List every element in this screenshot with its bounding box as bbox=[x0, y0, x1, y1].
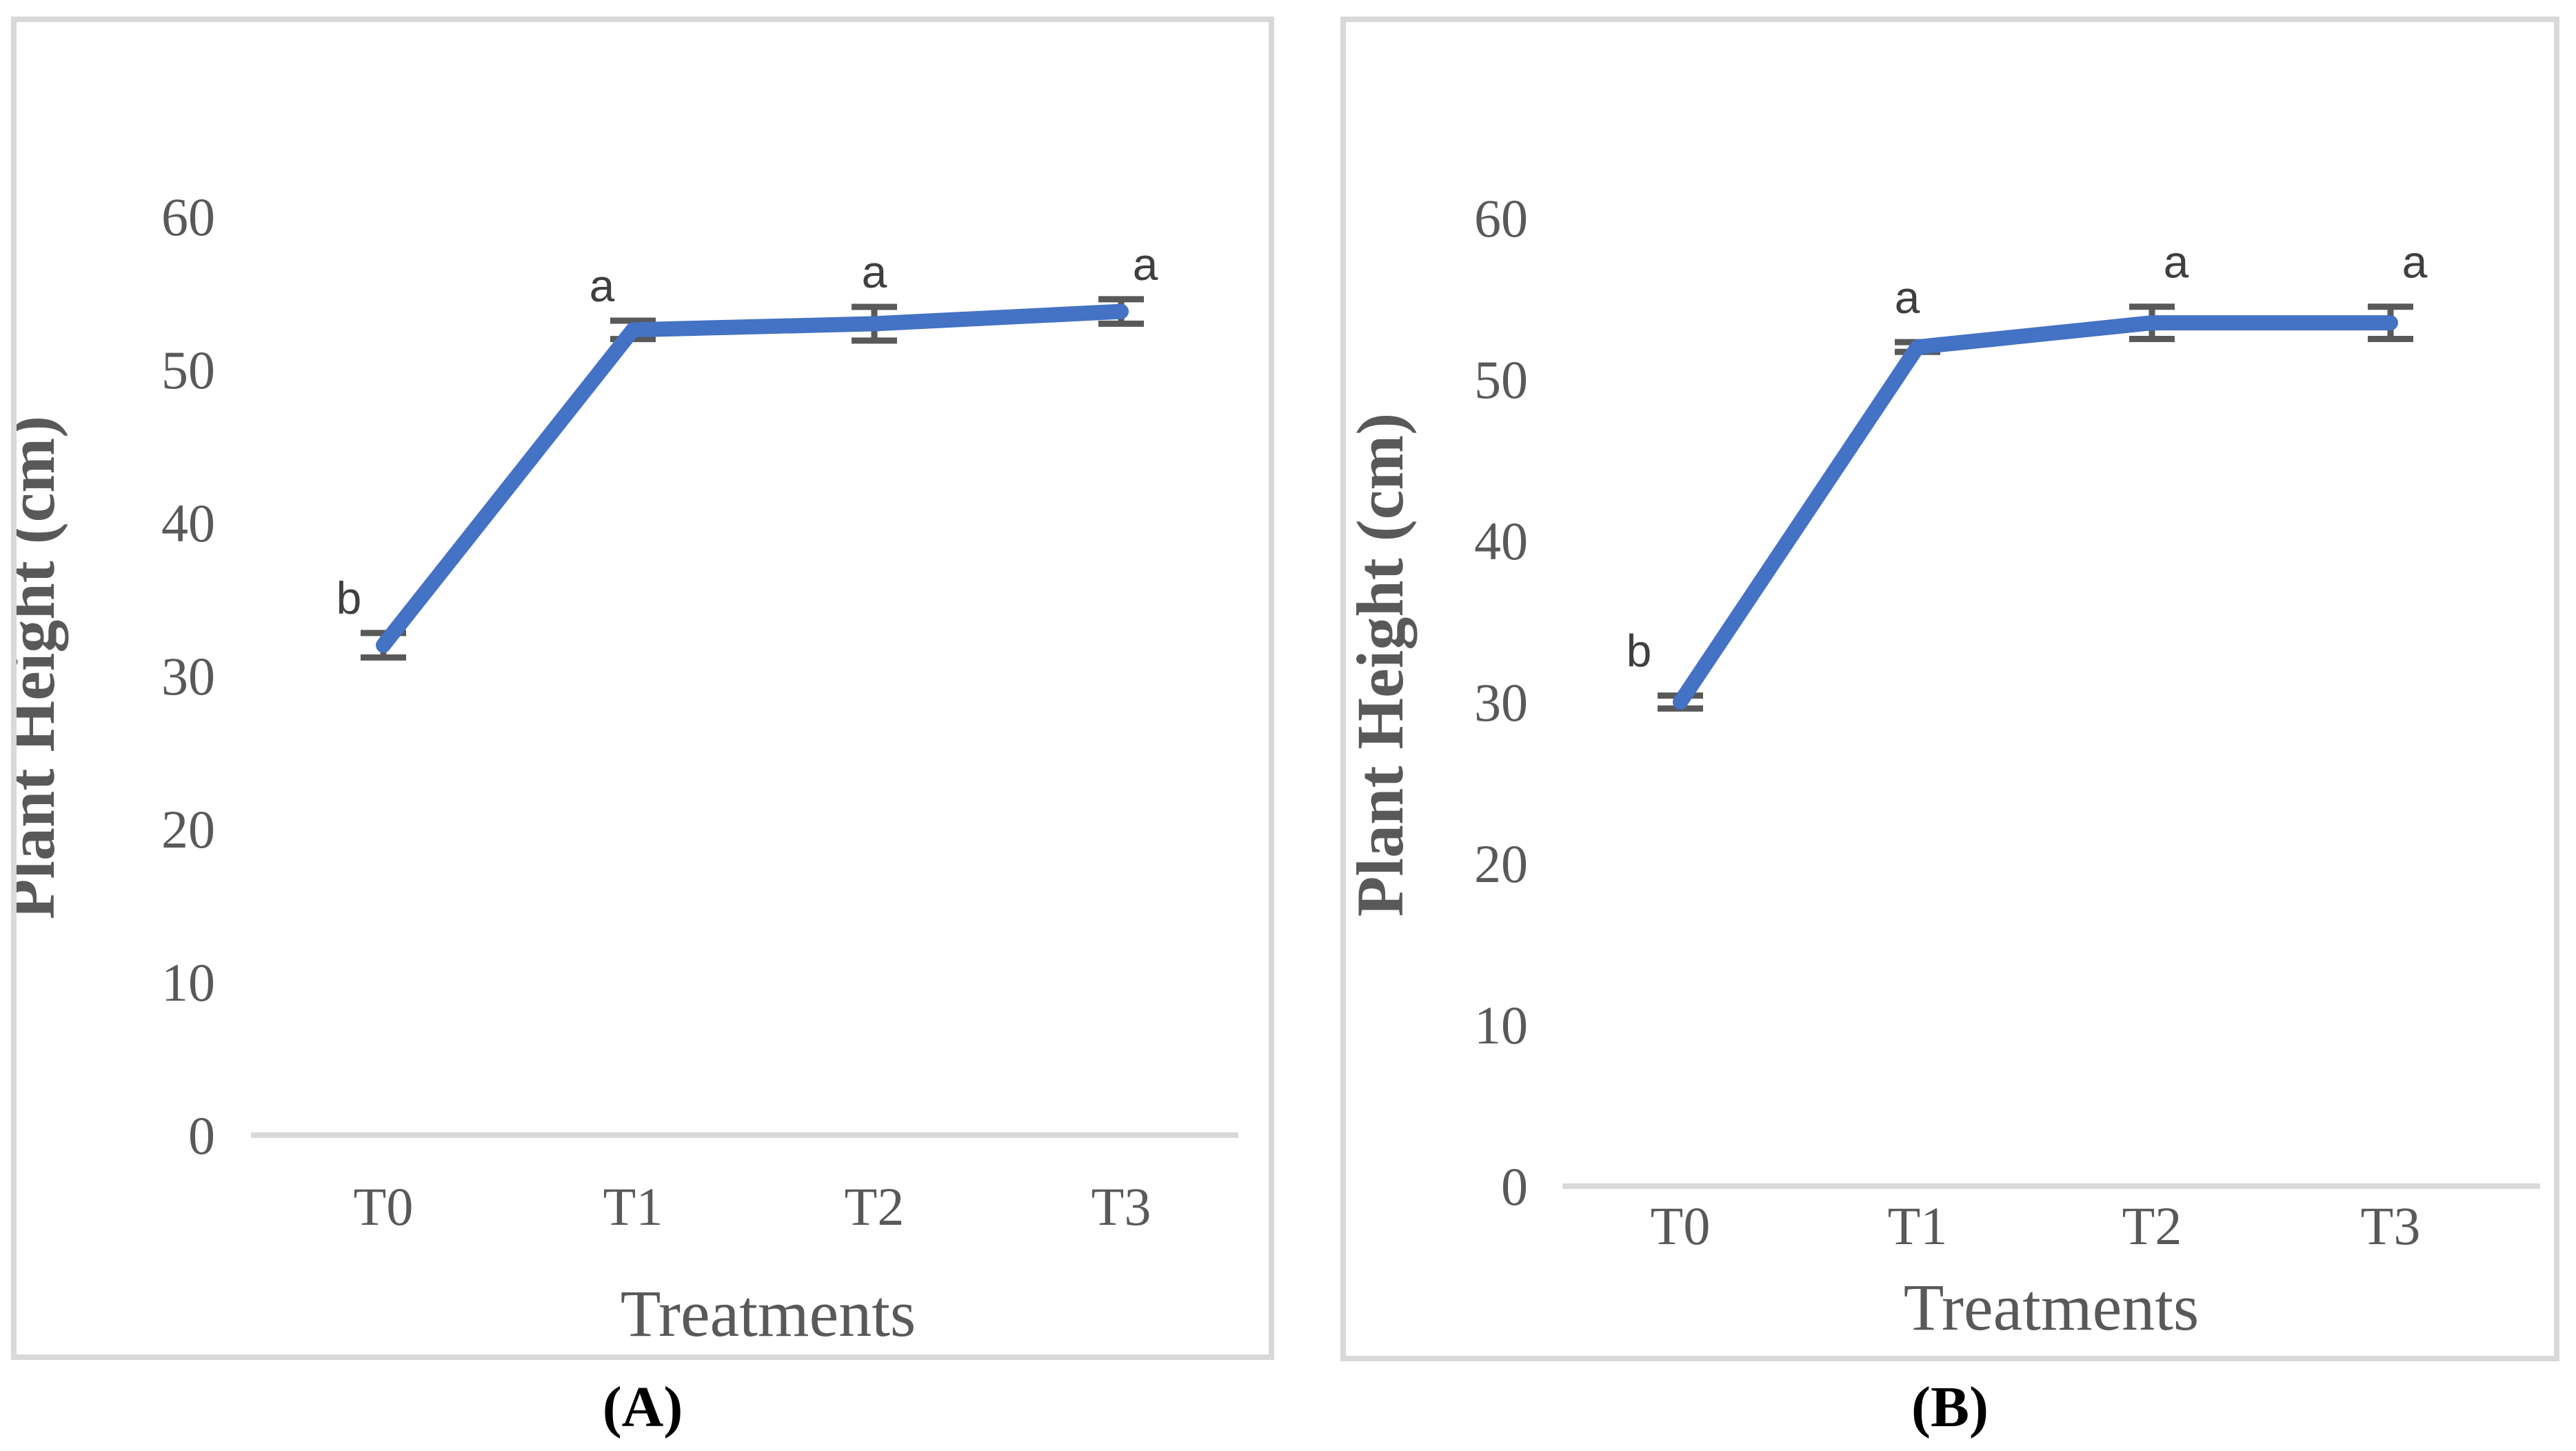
y-tick-label: 60 bbox=[1474, 188, 1528, 248]
x-category-label: T3 bbox=[2361, 1196, 2421, 1256]
significance-letter: a bbox=[590, 260, 615, 311]
panel-a-caption: (A) bbox=[602, 1375, 683, 1439]
x-category-label: T1 bbox=[1888, 1196, 1948, 1256]
x-axis-title: Treatments bbox=[621, 1277, 916, 1350]
panel-b-plot: 0 10 20 30 40 50 60 b a a a T0 T1 T2 T3 Treatments Plant… bbox=[1346, 188, 2540, 1344]
y-tick-label: 20 bbox=[161, 799, 215, 859]
plant-height-line bbox=[1673, 315, 2398, 710]
y-tick-label: 60 bbox=[161, 187, 215, 247]
significance-letter: b bbox=[336, 572, 362, 623]
panel-a-plot: 0 10 20 30 40 50 60 b a a a T0 T1 T2 T3 Treatments Plant… bbox=[17, 187, 1238, 1350]
error-bar bbox=[1098, 296, 1144, 327]
y-tick-label: 40 bbox=[1474, 511, 1528, 571]
x-category-label: T0 bbox=[1651, 1196, 1711, 1256]
y-axis-title: Plant Height (cm) bbox=[1346, 413, 1417, 917]
significance-letter: b bbox=[1627, 626, 1652, 677]
y-tick-label: 10 bbox=[1474, 995, 1528, 1055]
x-category-label: T2 bbox=[2122, 1196, 2182, 1256]
error-bar bbox=[1895, 339, 1940, 355]
panel-b-caption: (B) bbox=[1911, 1375, 1989, 1439]
y-tick-label: 0 bbox=[1501, 1157, 1528, 1217]
x-category-label: T0 bbox=[354, 1177, 414, 1237]
x-category-label: T1 bbox=[603, 1177, 663, 1237]
error-bar bbox=[852, 303, 897, 344]
significance-letter: a bbox=[2164, 237, 2189, 288]
y-tick-label: 30 bbox=[161, 646, 215, 706]
error-bar bbox=[2129, 303, 2175, 342]
y-tick-label: 20 bbox=[1474, 834, 1528, 894]
x-axis-title: Treatments bbox=[1904, 1270, 2199, 1344]
error-bar bbox=[610, 317, 656, 343]
significance-letter: a bbox=[2402, 237, 2428, 288]
y-tick-label: 40 bbox=[161, 493, 215, 553]
y-axis-title: Plant Height (cm) bbox=[17, 416, 68, 920]
y-tick-label: 30 bbox=[1474, 672, 1528, 732]
plant-height-line bbox=[376, 303, 1129, 653]
y-tick-label: 50 bbox=[161, 340, 215, 400]
significance-letter: a bbox=[862, 246, 887, 297]
y-tick-label: 10 bbox=[161, 952, 215, 1012]
x-category-label: T2 bbox=[845, 1177, 905, 1237]
y-tick-label: 0 bbox=[188, 1105, 215, 1165]
panel-a: 0 10 20 30 40 50 60 b a a a T0 T1 T2 T3 Treatments Plant… bbox=[11, 17, 1274, 1360]
y-tick-label: 50 bbox=[1474, 350, 1528, 410]
error-bar bbox=[2368, 303, 2413, 342]
significance-letter: a bbox=[1895, 272, 1920, 323]
x-category-label: T3 bbox=[1091, 1177, 1151, 1237]
significance-letter: a bbox=[1133, 239, 1158, 290]
panel-b: 0 10 20 30 40 50 60 b a a a T0 T1 T2 T3 Treatments Plant… bbox=[1340, 17, 2559, 1361]
